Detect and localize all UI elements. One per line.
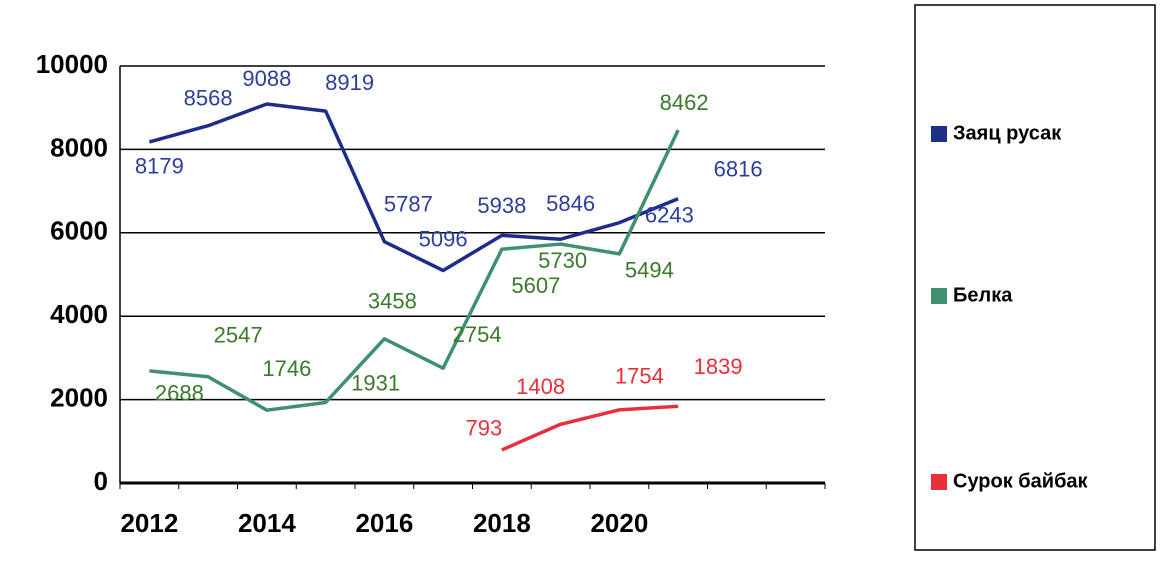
y-tick-label: 2000 bbox=[50, 382, 108, 412]
data-label: 8919 bbox=[325, 70, 374, 95]
data-label: 5846 bbox=[546, 191, 595, 216]
legend-label: Заяц русак bbox=[953, 122, 1062, 144]
x-tick-label: 2020 bbox=[590, 508, 648, 538]
data-label: 5494 bbox=[625, 258, 674, 283]
data-label: 5730 bbox=[538, 248, 587, 273]
y-tick-label: 0 bbox=[94, 466, 108, 496]
data-label: 1746 bbox=[262, 356, 311, 381]
legend-swatch bbox=[931, 474, 947, 490]
legend-label: Сурок байбак bbox=[953, 470, 1089, 492]
series-line bbox=[501, 404, 679, 452]
data-label: 1839 bbox=[694, 354, 743, 379]
data-label: 9088 bbox=[242, 66, 291, 91]
series-line bbox=[149, 129, 680, 412]
data-label: 3458 bbox=[368, 289, 417, 314]
x-tick-label: 2018 bbox=[473, 508, 531, 538]
data-label: 5938 bbox=[477, 193, 526, 218]
legend-label: Белка bbox=[953, 284, 1013, 306]
data-label: 1754 bbox=[615, 364, 664, 389]
legend-box bbox=[914, 4, 1156, 551]
data-label: 5787 bbox=[384, 191, 433, 216]
data-label: 8568 bbox=[184, 86, 233, 111]
data-label: 6816 bbox=[714, 157, 763, 182]
y-tick-label: 10000 bbox=[36, 49, 108, 79]
data-label: 1931 bbox=[351, 370, 400, 395]
data-label: 5607 bbox=[511, 273, 560, 298]
y-tick-label: 4000 bbox=[50, 299, 108, 329]
legend-swatch bbox=[931, 126, 947, 142]
data-label: 2688 bbox=[155, 381, 204, 406]
data-label: 793 bbox=[466, 416, 503, 441]
data-label: 2754 bbox=[453, 322, 502, 347]
data-label: 8179 bbox=[135, 154, 184, 179]
series-line bbox=[148, 102, 679, 273]
data-label: 2547 bbox=[214, 323, 263, 348]
x-tick-label: 2016 bbox=[355, 508, 413, 538]
x-tick-label: 2014 bbox=[238, 508, 296, 538]
data-label: 5096 bbox=[419, 226, 468, 251]
data-label: 6243 bbox=[645, 202, 694, 227]
data-label: 8462 bbox=[660, 90, 709, 115]
data-label: 1408 bbox=[516, 374, 565, 399]
y-tick-label: 6000 bbox=[50, 216, 108, 246]
x-tick-label: 2012 bbox=[120, 508, 178, 538]
legend-swatch bbox=[931, 288, 947, 304]
y-tick-label: 8000 bbox=[50, 132, 108, 162]
